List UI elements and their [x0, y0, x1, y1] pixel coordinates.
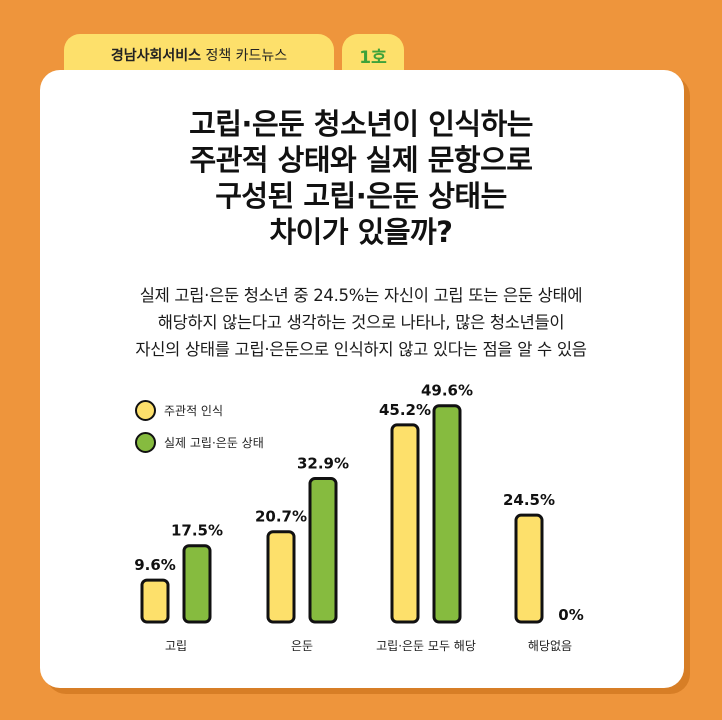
data-label: 9.6% — [134, 556, 176, 574]
category-label: 고립 — [165, 639, 187, 653]
series-label: 정책 카드뉴스 — [205, 48, 288, 64]
bar-actual-0 — [182, 544, 212, 624]
legend-item-subjective: 주관적 인식 — [135, 394, 264, 426]
bar-subjective-2 — [390, 423, 420, 624]
legend-label: 주관적 인식 — [164, 403, 224, 418]
summary-line: 해당하지 않는다고 생각하는 것으로 나타나, 많은 청소년들이 — [157, 313, 565, 332]
legend-label: 실제 고립·은둔 상태 — [164, 435, 264, 450]
page-title: 고립·은둔 청소년이 인식하는 주관적 상태와 실제 문항으로 구성된 고립·은… — [0, 106, 722, 250]
legend-swatch — [135, 431, 156, 453]
bar-actual-1 — [308, 477, 338, 624]
issue-number: 1호 — [359, 47, 387, 68]
legend-swatch — [135, 399, 156, 421]
bar-subjective-0 — [140, 578, 170, 624]
category-label: 고립·은둔 모두 해당 — [376, 639, 476, 653]
summary-line: 실제 고립·은둔 청소년 중 24.5%는 자신이 고립 또는 은둔 상태에 — [139, 286, 583, 305]
data-label: 49.6% — [421, 382, 473, 400]
data-label: 17.5% — [171, 522, 223, 540]
org-name: 경남사회서비스 — [110, 48, 201, 64]
issue-tab: 1호 — [342, 34, 404, 76]
title-line: 구성된 고립·은둔 상태는 — [215, 179, 507, 213]
summary-line: 자신의 상태를 고립·은둔으로 인식하지 않고 있다는 점을 알 수 있음 — [135, 340, 587, 359]
data-label: 45.2% — [379, 401, 431, 419]
data-label: 0% — [558, 606, 583, 624]
category-label: 해당없음 — [528, 639, 572, 653]
bar-subjective-1 — [266, 530, 296, 624]
data-label: 20.7% — [255, 508, 307, 526]
bar-actual-2 — [432, 404, 462, 624]
title-line: 차이가 있을까? — [269, 215, 454, 249]
bar-subjective-3 — [514, 513, 544, 624]
header-tab: 경남사회서비스 정책 카드뉴스 — [64, 34, 334, 76]
chart-legend: 주관적 인식 실제 고립·은둔 상태 — [135, 394, 264, 458]
data-label: 24.5% — [503, 491, 555, 509]
data-label: 32.9% — [297, 455, 349, 473]
legend-item-actual: 실제 고립·은둔 상태 — [135, 426, 264, 458]
title-line: 고립·은둔 청소년이 인식하는 — [189, 107, 533, 141]
title-line: 주관적 상태와 실제 문항으로 — [189, 143, 533, 177]
category-label: 은둔 — [291, 639, 313, 653]
summary-text: 실제 고립·은둔 청소년 중 24.5%는 자신이 고립 또는 은둔 상태에 해… — [0, 282, 722, 363]
